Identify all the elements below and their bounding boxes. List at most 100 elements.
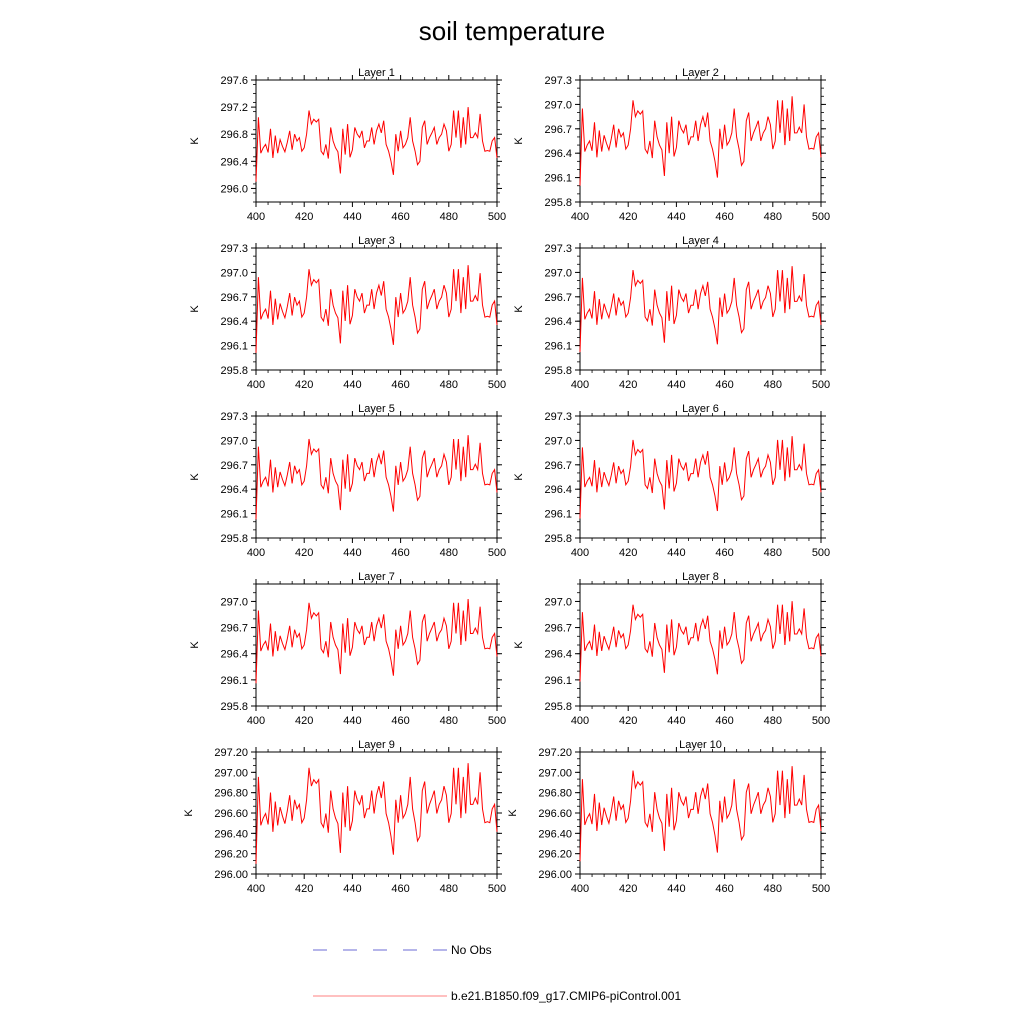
layer-7-series-line: [255, 598, 498, 684]
layer-8-ylabel: K: [513, 641, 525, 649]
layer-8-xtick-label: 500: [812, 715, 830, 727]
layer-10-ytick-label: 297.00: [538, 767, 572, 779]
layer-1-ylabel: K: [189, 137, 201, 145]
layer-2-ytick-label: 297.0: [544, 99, 572, 111]
layer-2-xtick-label: 480: [764, 211, 782, 223]
layer-9-ytick-label: 296.80: [214, 788, 248, 800]
layer-1-xtick-label: 420: [295, 211, 313, 223]
layer-9-ytick-label: 296.40: [214, 828, 248, 840]
layer-3-panel: Layer 3 297.3 297.0 296.7 296.4 296.1 295.8 400…: [189, 235, 506, 391]
layer-3-xtick-label: 400: [247, 379, 265, 391]
layer-10-xtick-label: 440: [667, 883, 685, 895]
layer-5-ytick-label: 295.8: [220, 533, 248, 545]
layer-7-xtick-label: 480: [440, 715, 458, 727]
layer-1-xtick-label: 440: [343, 211, 361, 223]
layer-3-ylabel: K: [189, 305, 201, 313]
chart-title: soil temperature: [419, 16, 605, 46]
layer-5-ytick-label: 296.4: [220, 484, 248, 496]
layer-1-ytick-label: 297.6: [220, 75, 248, 87]
layer-9-ytick-label: 297.00: [214, 767, 248, 779]
layer-10-ytick-label: 297.20: [538, 747, 572, 759]
layer-1-panel: Layer 1 297.6 297.2 296.8 296.4 296.0 400 420 44…: [189, 67, 506, 223]
layer-9-panel: Layer 9 297.20 297.00 296.80 296.60 296.40 296…: [183, 739, 506, 895]
layer-2-xtick-label: 460: [715, 211, 733, 223]
layer-9-ytick-label: 296.60: [214, 808, 248, 820]
layer-3-xtick-label: 500: [488, 379, 506, 391]
layer-7-ytick-label: 296.1: [220, 675, 248, 687]
layer-6-ytick-label: 295.8: [544, 533, 572, 545]
legend-label-no-obs: No Obs: [451, 943, 492, 957]
layer-9-xtick-label: 420: [295, 883, 313, 895]
layer-6-title: Layer 6: [682, 403, 719, 415]
layer-6-ytick-label: 296.1: [544, 509, 572, 521]
layer-7-xtick-label: 400: [247, 715, 265, 727]
layer-6-ytick-label: 296.4: [544, 484, 572, 496]
layer-9-xtick-label: 440: [343, 883, 361, 895]
layer-7-ytick-label: 296.7: [220, 623, 248, 635]
layer-6-ytick-label: 297.0: [544, 435, 572, 447]
panels-group: Layer 1 297.6 297.2 296.8 296.4 296.0 400 420 44…: [183, 67, 830, 895]
layer-6-ylabel: K: [513, 473, 525, 481]
layer-3-ytick-label: 296.7: [220, 292, 248, 304]
layer-1-xtick-label: 460: [391, 211, 409, 223]
layer-9-ytick-label: 297.20: [214, 747, 248, 759]
layer-9-series-line: [255, 763, 498, 864]
layer-5-ytick-label: 297.3: [220, 411, 248, 423]
layer-5-ytick-label: 297.0: [220, 435, 248, 447]
layer-7-xtick-label: 460: [391, 715, 409, 727]
layer-1-ytick-label: 296.8: [220, 129, 248, 141]
layer-4-xtick-label: 400: [571, 379, 589, 391]
layer-10-xtick-label: 400: [571, 883, 589, 895]
layer-6-xtick-label: 460: [715, 547, 733, 559]
layer-10-xtick-label: 500: [812, 883, 830, 895]
layer-2-xtick-label: 400: [571, 211, 589, 223]
layer-10-ytick-label: 296.80: [538, 788, 572, 800]
layer-9-xtick-label: 400: [247, 883, 265, 895]
layer-1-ytick-label: 297.2: [220, 102, 248, 114]
layer-7-xtick-label: 440: [343, 715, 361, 727]
layer-7-ytick-label: 295.8: [220, 701, 248, 713]
layer-10-ytick-label: 296.00: [538, 869, 572, 881]
layer-4-xtick-label: 420: [619, 379, 637, 391]
layer-2-ytick-label: 295.8: [544, 197, 572, 209]
layer-6-panel: Layer 6 297.3 297.0 296.7 296.4 296.1 295.8 400…: [513, 403, 830, 559]
layer-9-ytick-label: 296.20: [214, 849, 248, 861]
layer-2-ytick-label: 296.4: [544, 148, 572, 160]
layer-9-xtick-label: 500: [488, 883, 506, 895]
layer-3-ytick-label: 297.3: [220, 243, 248, 255]
layer-5-xtick-label: 400: [247, 547, 265, 559]
layer-7-title: Layer 7: [358, 571, 395, 583]
layer-10-xtick-label: 460: [715, 883, 733, 895]
layer-3-title: Layer 3: [358, 235, 395, 247]
layer-10-title: Layer 10: [679, 739, 722, 751]
layer-3-ytick-label: 296.1: [220, 341, 248, 353]
layer-2-panel: Layer 2 297.3 297.0 296.7 296.4 296.1 295.8 400…: [513, 67, 830, 223]
layer-10-ylabel: K: [507, 809, 519, 817]
layer-9-title: Layer 9: [358, 739, 395, 751]
layer-6-xtick-label: 500: [812, 547, 830, 559]
layer-3-ytick-label: 295.8: [220, 365, 248, 377]
layer-5-series-line: [255, 435, 498, 520]
layer-6-xtick-label: 400: [571, 547, 589, 559]
layer-5-xtick-label: 480: [440, 547, 458, 559]
layer-8-ytick-label: 296.4: [544, 649, 572, 661]
layer-5-xtick-label: 440: [343, 547, 361, 559]
layer-8-panel: Layer 8 297.0 296.7 296.4 296.1 295.8 400 420 44…: [513, 571, 830, 727]
layer-5-xtick-label: 460: [391, 547, 409, 559]
layer-7-ytick-label: 296.4: [220, 649, 248, 661]
layer-7-xtick-label: 500: [488, 715, 506, 727]
layer-9-xtick-label: 460: [391, 883, 409, 895]
layer-4-xtick-label: 480: [764, 379, 782, 391]
layer-1-series-line: [255, 107, 498, 182]
layer-7-ylabel: K: [189, 641, 201, 649]
layer-8-xtick-label: 400: [571, 715, 589, 727]
layer-3-xtick-label: 460: [391, 379, 409, 391]
layer-4-ytick-label: 297.0: [544, 267, 572, 279]
layer-4-ytick-label: 296.7: [544, 292, 572, 304]
layer-8-xtick-label: 420: [619, 715, 637, 727]
layer-6-ytick-label: 297.3: [544, 411, 572, 423]
layer-6-ytick-label: 296.7: [544, 460, 572, 472]
layer-8-ytick-label: 297.0: [544, 596, 572, 608]
layer-4-xtick-label: 440: [667, 379, 685, 391]
